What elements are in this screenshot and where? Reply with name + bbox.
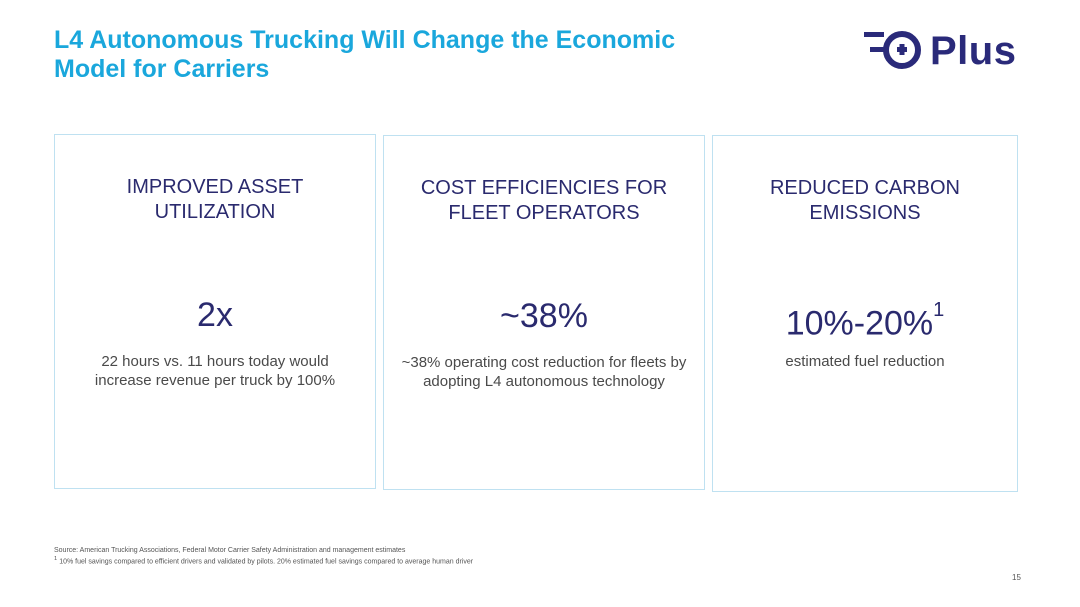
slide-title-line-2: Model for Carriers: [54, 55, 270, 83]
metric-card-carbon-emissions: REDUCED CARBON EMISSIONS 10%-20%1 estimat…: [712, 135, 1018, 492]
footnote-marker: 1: [933, 299, 945, 321]
metric-card-asset-utilization: IMPROVED ASSET UTILIZATION 2x 22 hours vs…: [54, 134, 376, 489]
card-description-line-1: 22 hours vs. 11 hours today would: [101, 353, 329, 370]
card-description: estimated fuel reduction: [785, 353, 945, 370]
card-heading: COST EFFICIENCIES FOR FLEET OPERATORS: [394, 176, 694, 226]
slide-title: L4 Autonomous Trucking Will Change the E…: [54, 26, 774, 84]
card-description-line-2: adopting L4 autonomous technology: [423, 373, 665, 390]
card-heading-line-2: FLEET OPERATORS: [448, 202, 640, 224]
card-heading-line-1: REDUCED CARBON: [769, 177, 961, 199]
card-heading-line-1: IMPROVED ASSET: [126, 176, 304, 198]
slide-title-line-1: L4 Autonomous Trucking Will Change the E…: [54, 26, 676, 54]
card-description: ~38% operating cost reduction for fleets…: [396, 353, 692, 391]
card-heading-line-1: COST EFFICIENCIES FOR: [420, 177, 668, 199]
plus-logo-icon: [864, 31, 921, 69]
footnotes: Source: American Trucking Associations, …: [54, 546, 473, 566]
card-description-line-1: ~38% operating cost reduction for fleets…: [401, 354, 687, 371]
card-value: 10%-20%1: [713, 296, 1017, 343]
plus-logo-text: Plus: [930, 29, 1017, 73]
card-value: ~38%: [500, 297, 588, 335]
card-description-line-2: increase revenue per truck by 100%: [94, 372, 336, 389]
plus-logo: Plus: [864, 26, 1034, 78]
card-heading-line-2: EMISSIONS: [809, 202, 921, 224]
footnote-text: 10% fuel savings compared to efficient d…: [59, 558, 474, 566]
card-description: 22 hours vs. 11 hours today would increas…: [67, 352, 363, 390]
card-heading-line-2: UTILIZATION: [154, 201, 276, 223]
source-note: Source: American Trucking Associations, …: [54, 547, 406, 554]
card-value: 2x: [197, 296, 233, 334]
card-heading: IMPROVED ASSET UTILIZATION: [65, 175, 365, 225]
footnote-1: 1 10% fuel savings compared to efficient…: [54, 555, 473, 566]
metric-card-cost-efficiencies: COST EFFICIENCIES FOR FLEET OPERATORS ~38…: [383, 135, 705, 490]
card-heading: REDUCED CARBON EMISSIONS: [723, 176, 1007, 226]
page-number: 15: [1012, 573, 1021, 582]
footnote-marker: 1: [54, 556, 58, 562]
card-value-text: 10%-20%: [785, 304, 934, 343]
